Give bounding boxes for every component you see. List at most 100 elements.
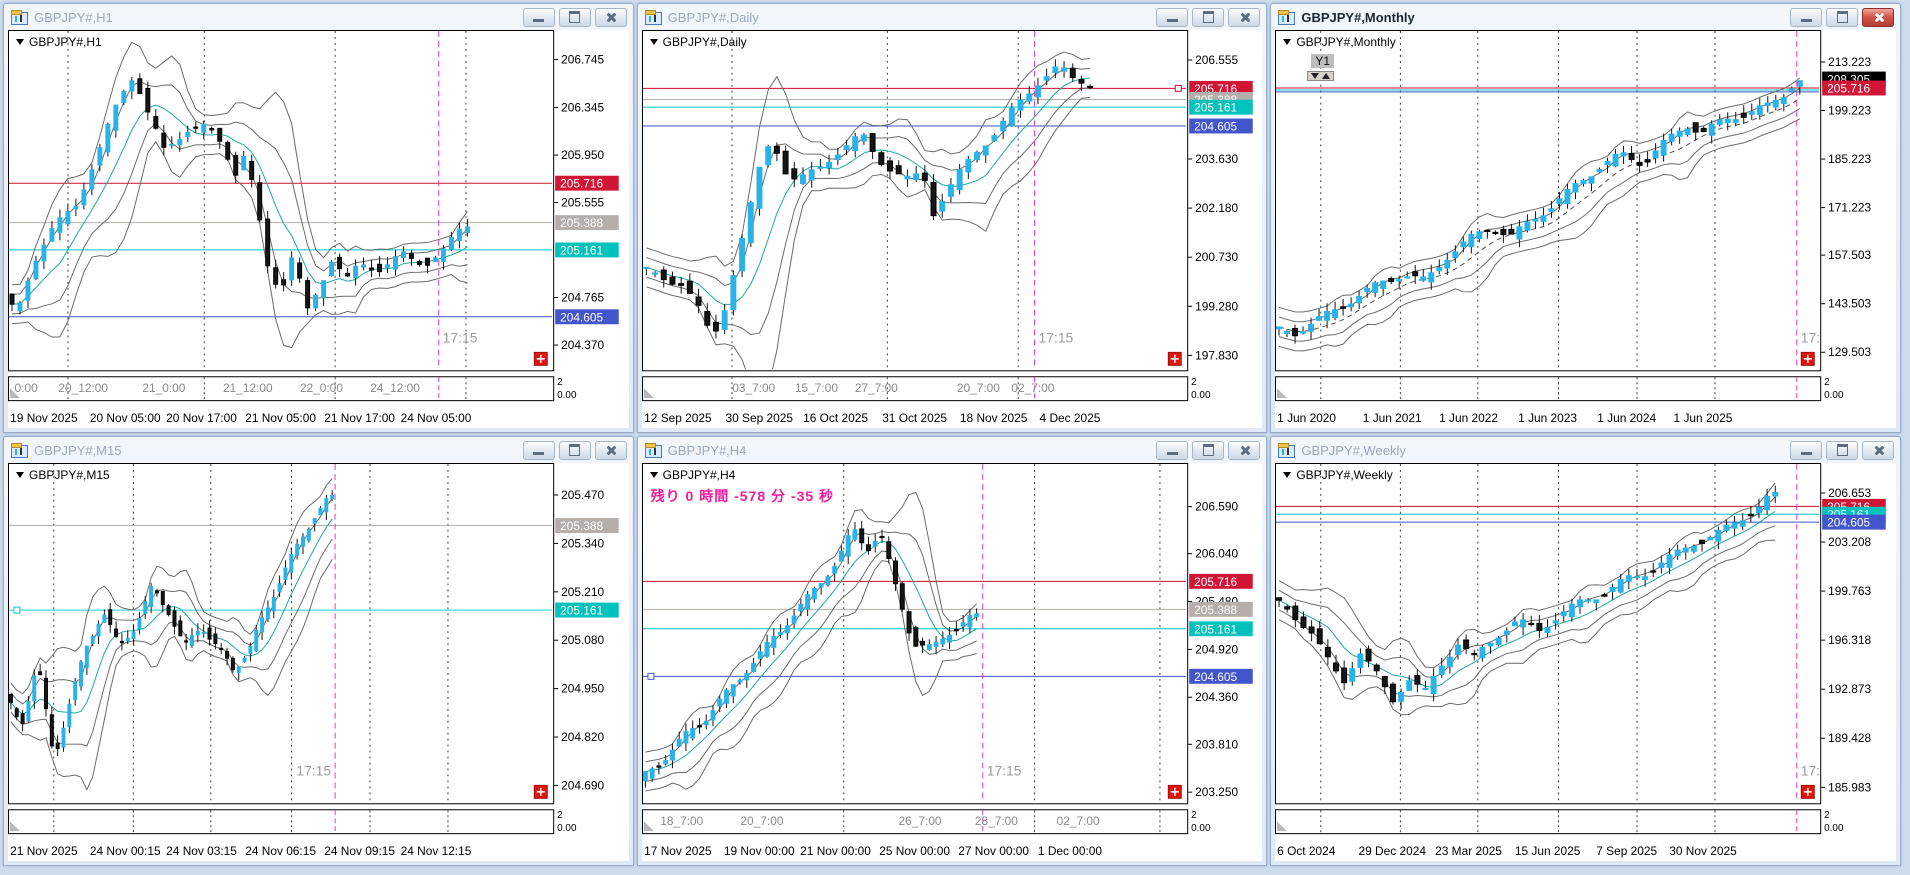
chart-area[interactable]: GBPJPY#,Weekly 17:15 206.653 203.208 199.76…: [1275, 463, 1896, 861]
candlestick-chart-m15[interactable]: 17:15 205.470 205.340 205.210 205.080 204.950…: [8, 463, 629, 861]
price-chip-cyan[interactable]: 205.161: [555, 602, 619, 618]
bear-candle: [895, 165, 902, 175]
bear-candle: [677, 283, 684, 286]
close-icon: [605, 12, 616, 23]
strip-resize-grip[interactable]: [643, 821, 654, 832]
minimize-button[interactable]: [522, 7, 555, 27]
minimize-button[interactable]: [1790, 7, 1822, 27]
window-titlebar[interactable]: GBPJPY#,Weekly: [1271, 437, 1900, 463]
chart-area[interactable]: GBPJPY#,H4 残り 0 時間 -578 分 -35 秒 17:15 206…: [641, 463, 1263, 861]
one-click-plus-button[interactable]: [533, 784, 548, 799]
minimize-button[interactable]: [1156, 7, 1189, 27]
candles: [643, 59, 1093, 339]
price-chip-cyan[interactable]: 205.161: [1188, 621, 1253, 636]
bull-candle: [393, 256, 398, 270]
svg-text:205.388: 205.388: [560, 216, 603, 230]
line-handle[interactable]: [647, 672, 655, 680]
window-titlebar[interactable]: GBPJPY#,H1: [4, 4, 633, 30]
bull-candle: [361, 264, 367, 268]
one-click-plus-button[interactable]: [1167, 784, 1182, 799]
candlestick-chart-weekly[interactable]: 17:15 206.653 203.208 199.763 196.318 192.873…: [1275, 463, 1896, 861]
price-chip-gray[interactable]: 205.388: [555, 518, 619, 533]
strip-resize-grip[interactable]: [9, 821, 20, 832]
minimize-button[interactable]: [522, 440, 555, 460]
scroll-spinner[interactable]: [1307, 71, 1335, 81]
candlestick-chart-daily[interactable]: 17:15 206.555 203.630 202.180 200.730 199.280…: [641, 30, 1263, 428]
strip-resize-grip[interactable]: [1277, 388, 1288, 399]
window-titlebar[interactable]: GBPJPY#,M15: [4, 437, 633, 463]
restore-button[interactable]: [1826, 7, 1858, 27]
candlestick-chart-h4[interactable]: 17:15206.590206.040205.480204.920204.360…: [641, 463, 1263, 861]
line-handle[interactable]: [1174, 84, 1182, 92]
close-button[interactable]: [594, 440, 627, 460]
close-button[interactable]: [1862, 440, 1894, 460]
close-button[interactable]: [594, 7, 627, 27]
chart-symbol-label[interactable]: GBPJPY#,Daily: [649, 35, 747, 49]
chart-window-h4: GBPJPY#,H4 GBPJPY#,H4 残り 0 時間 -578 分 -35…: [636, 436, 1268, 866]
price-chip-red[interactable]: 205.716: [1822, 80, 1887, 96]
bull-candle: [265, 607, 270, 620]
price-chip-blue[interactable]: 204.605: [1822, 514, 1887, 530]
bear-candle: [416, 261, 422, 265]
bull-candle: [1749, 111, 1756, 115]
price-chip-blue[interactable]: 204.605: [1188, 668, 1253, 684]
strip-resize-grip[interactable]: [1277, 821, 1288, 832]
bull-candle: [1439, 665, 1446, 675]
candlestick-chart-monthly[interactable]: 17:15 213.223 199.223 185.223 171.223 157.503…: [1275, 30, 1896, 428]
restore-button[interactable]: [558, 440, 591, 460]
chart-area[interactable]: GBPJPY#,Monthly Y1 17:15 213.223 199.223 18…: [1275, 30, 1896, 428]
chart-symbol-label[interactable]: GBPJPY#,H4: [649, 468, 735, 482]
bull-candle: [1683, 547, 1690, 553]
close-button[interactable]: [1862, 7, 1894, 27]
bear-candle: [1300, 616, 1307, 629]
candlestick-chart-h1[interactable]: 17:15 206.745 206.345 205.950 205.555 204.765…: [8, 30, 629, 428]
price-axis-label: 203.810: [1195, 737, 1238, 751]
window-titlebar[interactable]: GBPJPY#,Monthly: [1271, 4, 1900, 30]
chart-window-monthly: GBPJPY#,Monthly GBPJPY#,Monthly Y1 17:15…: [1270, 3, 1901, 433]
restore-button[interactable]: [1192, 7, 1225, 27]
bull-candle: [1447, 656, 1454, 668]
one-click-plus-button[interactable]: [533, 351, 548, 366]
restore-button[interactable]: [558, 7, 591, 27]
chart-symbol-label[interactable]: GBPJPY#,Monthly: [1283, 35, 1396, 49]
chart-symbol-label[interactable]: GBPJPY#,H1: [16, 35, 102, 49]
restore-button[interactable]: [1192, 440, 1225, 460]
price-chip-gray[interactable]: 205.388: [555, 215, 619, 230]
close-button[interactable]: [1228, 440, 1261, 460]
one-click-plus-button[interactable]: [1801, 784, 1816, 799]
strip-resize-grip[interactable]: [9, 388, 20, 399]
price-chip-gray[interactable]: 205.388: [1188, 601, 1253, 617]
minimize-button[interactable]: [1790, 440, 1822, 460]
bull-candle: [860, 134, 867, 142]
bull-candle: [61, 727, 66, 748]
window-title: GBPJPY#,H4: [667, 442, 747, 458]
object-label-y1[interactable]: Y1: [1311, 54, 1335, 68]
chart-symbol-label[interactable]: GBPJPY#,M15: [16, 468, 110, 482]
window-titlebar[interactable]: GBPJPY#,Daily: [638, 4, 1267, 30]
minimize-button[interactable]: [1156, 440, 1189, 460]
price-chip-blue[interactable]: 204.605: [1188, 118, 1253, 134]
bull-candle: [201, 123, 207, 133]
restore-button[interactable]: [1826, 440, 1858, 460]
bull-candle: [1772, 491, 1779, 497]
line-handle[interactable]: [13, 606, 21, 614]
chart-area[interactable]: GBPJPY#,H1 17:15 206.745 206.345 205.950 205…: [8, 30, 629, 428]
price-chip-cyan[interactable]: 205.161: [555, 242, 619, 257]
bear-candle: [1508, 228, 1515, 235]
one-click-plus-button[interactable]: [1167, 351, 1182, 366]
chart-area[interactable]: GBPJPY#,M15 17:15 205.470 205.340 205.210 20…: [8, 463, 629, 861]
price-chip-cyan[interactable]: 205.161: [1188, 99, 1253, 115]
bear-candle: [193, 126, 199, 129]
chart-symbol-label[interactable]: GBPJPY#,Weekly: [1283, 468, 1393, 482]
close-button[interactable]: [1228, 7, 1261, 27]
time-axis-label: 24 Nov 03:15: [166, 844, 237, 858]
one-click-plus-button[interactable]: [1801, 351, 1816, 366]
window-titlebar[interactable]: GBPJPY#,H4: [638, 437, 1267, 463]
bull-candle: [1620, 152, 1627, 157]
price-chip-red[interactable]: 205.716: [1188, 573, 1253, 589]
bear-candle: [1601, 594, 1608, 597]
bear-candle: [1471, 653, 1478, 656]
price-chip-red[interactable]: 205.716: [555, 175, 619, 191]
price-chip-blue[interactable]: 204.605: [555, 309, 619, 324]
chart-area[interactable]: GBPJPY#,Daily 17:15 206.555 203.630 202.180…: [641, 30, 1263, 428]
